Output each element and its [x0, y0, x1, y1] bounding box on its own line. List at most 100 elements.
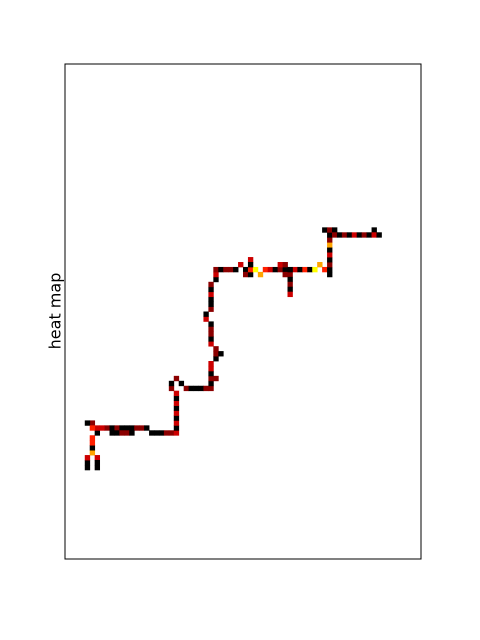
- heatmap-cell: [158, 430, 165, 436]
- heatmap-cell: [312, 266, 318, 273]
- heatmap-cell: [178, 380, 185, 387]
- heatmap-cell: [327, 242, 333, 248]
- heatmap-cell: [267, 266, 274, 273]
- heatmap-cell: [238, 262, 244, 268]
- heatmap-cell: [376, 232, 382, 238]
- heatmap-cell: [168, 380, 175, 387]
- heatmap-cell: [327, 262, 333, 268]
- heatmap-cell: [233, 266, 239, 273]
- heatmap-cell: [208, 341, 214, 347]
- heatmap-cell: [322, 227, 328, 233]
- heatmap-cell: [247, 266, 254, 273]
- heatmap-cell: [173, 375, 180, 382]
- heatmap-cell: [327, 232, 333, 238]
- heatmap-cell: [208, 331, 214, 337]
- heatmap-cell: [188, 385, 194, 392]
- heatmap-cell: [163, 430, 170, 436]
- heatmap-cell: [99, 425, 105, 431]
- heatmap-cell: [89, 440, 96, 446]
- heatmap-cell: [327, 227, 333, 233]
- heatmap-cell: [287, 291, 293, 298]
- heatmap-cell: [114, 430, 120, 436]
- heatmap-cell: [336, 232, 343, 238]
- heatmap-cell: [351, 232, 358, 238]
- heatmap-cell: [213, 346, 219, 352]
- heatmap-cell: [104, 425, 110, 431]
- heatmap-cell: [134, 425, 140, 431]
- heatmap-cell: [371, 227, 377, 233]
- heatmap-cell: [94, 425, 101, 431]
- heatmap-cell: [208, 281, 214, 288]
- heatmap-cell: [243, 266, 249, 273]
- heatmap-cell: [371, 232, 377, 238]
- heatmap-cell: [94, 464, 101, 471]
- heatmap-cell: [208, 365, 214, 372]
- heatmap-cell: [173, 400, 180, 406]
- heatmap-cell: [208, 380, 214, 387]
- heatmap-cell: [208, 375, 214, 382]
- heatmap-cell: [208, 321, 214, 327]
- heatmap-cell: [213, 271, 219, 278]
- heatmap-cell: [252, 266, 259, 273]
- heatmap-cell: [203, 316, 209, 322]
- heatmap-cell: [89, 450, 96, 456]
- heatmap-cell: [154, 430, 160, 436]
- heatmap-cell: [208, 336, 214, 342]
- heatmap-cell: [208, 385, 214, 392]
- heatmap-cell: [84, 460, 91, 466]
- heatmap-cell: [89, 435, 96, 441]
- heatmap-cell: [94, 430, 101, 436]
- heatmap-cell: [297, 266, 303, 273]
- heatmap-cell: [173, 420, 180, 426]
- heatmap-cell: [287, 281, 293, 288]
- heatmap-cell: [282, 266, 288, 273]
- heatmap-cell: [272, 266, 279, 273]
- heatmap-cell: [327, 237, 333, 243]
- heatmap-cell: [287, 286, 293, 293]
- heatmap-cell: [124, 430, 130, 436]
- heatmap-cell: [327, 252, 333, 258]
- heatmap-cell: [346, 232, 353, 238]
- heatmap-cell: [208, 296, 214, 302]
- heatmap-cell: [173, 430, 180, 436]
- heatmap-cell: [243, 271, 249, 278]
- heatmap-cell: [317, 262, 323, 268]
- heatmap-cell: [228, 266, 234, 273]
- heatmap-cell: [89, 420, 96, 426]
- heatmap-cell: [247, 271, 254, 278]
- heatmap-cell: [208, 306, 214, 312]
- heatmap-cell: [89, 445, 96, 451]
- plot-frame: [64, 63, 422, 560]
- heatmap-cell: [262, 266, 269, 273]
- heatmap-cell: [173, 390, 180, 397]
- heatmap-cell: [247, 262, 254, 268]
- heatmap-cell: [282, 262, 288, 268]
- heatmap-cell: [183, 385, 190, 392]
- heatmap-cell: [277, 262, 283, 268]
- heatmap-cell: [84, 420, 91, 426]
- heatmap-cells: [84, 227, 382, 471]
- heatmap-cell: [208, 326, 214, 332]
- heatmap-cell: [129, 430, 135, 436]
- heatmap-cell: [341, 232, 348, 238]
- heatmap-cell: [213, 356, 219, 362]
- heatmap-cell: [213, 266, 219, 273]
- heatmap-cell: [208, 286, 214, 293]
- heatmap-cell: [287, 266, 293, 273]
- heatmap-cell: [109, 425, 115, 431]
- heatmap-cell: [327, 257, 333, 263]
- heatmap-cell: [208, 370, 214, 377]
- heatmap-cell: [327, 271, 333, 278]
- heatmap-cell: [287, 276, 293, 283]
- heatmap-cell: [208, 361, 214, 367]
- heatmap-cell: [218, 351, 224, 357]
- heatmap-cell: [257, 271, 264, 278]
- heatmap-cell: [292, 266, 298, 273]
- heatmap-cell: [124, 425, 130, 431]
- heatmap-cell: [173, 405, 180, 411]
- heatmap-cell: [208, 301, 214, 307]
- heatmap-cell: [198, 385, 204, 392]
- heatmap-cell: [149, 430, 155, 436]
- heatmap-cell: [332, 232, 338, 238]
